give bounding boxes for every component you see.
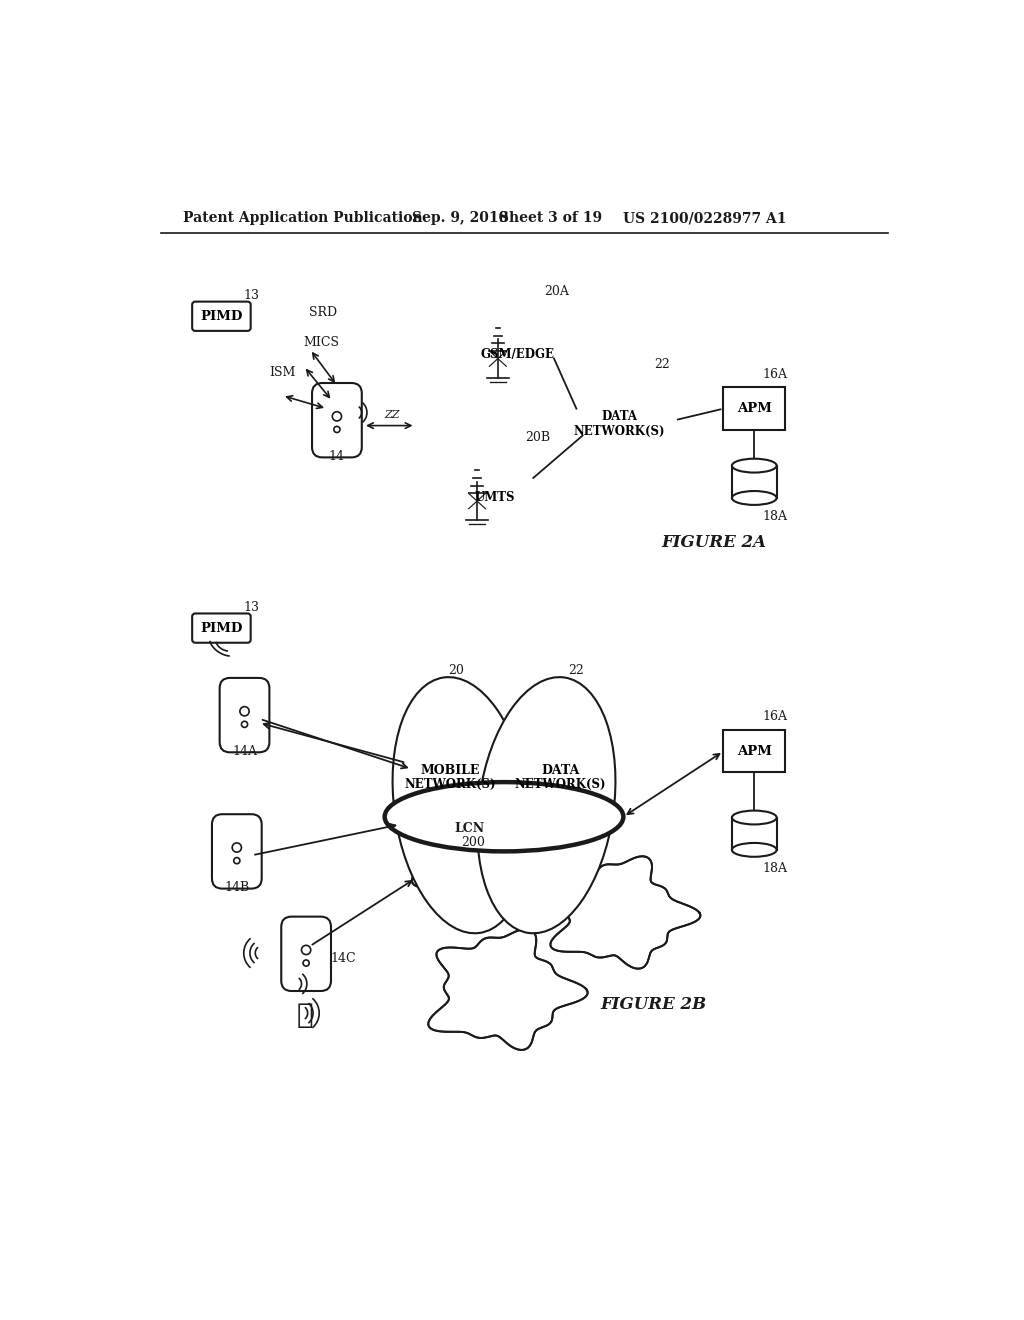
Circle shape bbox=[301, 945, 310, 954]
Text: 16A: 16A bbox=[762, 368, 787, 381]
Circle shape bbox=[233, 858, 240, 863]
Text: UMTS: UMTS bbox=[474, 491, 515, 504]
Text: 22: 22 bbox=[568, 664, 584, 677]
Text: 14C: 14C bbox=[331, 952, 356, 965]
Text: NETWORK(S): NETWORK(S) bbox=[514, 779, 606, 791]
Text: APM: APM bbox=[737, 744, 772, 758]
Text: 18A: 18A bbox=[762, 862, 787, 875]
Text: 14: 14 bbox=[329, 450, 345, 463]
FancyBboxPatch shape bbox=[724, 388, 785, 430]
Ellipse shape bbox=[732, 491, 776, 506]
Text: 20A: 20A bbox=[544, 285, 569, 298]
Bar bbox=[732, 466, 776, 498]
Circle shape bbox=[232, 843, 242, 853]
Circle shape bbox=[333, 412, 342, 421]
Text: PIMD: PIMD bbox=[201, 310, 243, 323]
Text: 18A: 18A bbox=[762, 511, 787, 523]
Bar bbox=[732, 817, 776, 850]
Ellipse shape bbox=[477, 677, 615, 933]
Text: ZZ: ZZ bbox=[385, 411, 400, 420]
Ellipse shape bbox=[732, 459, 776, 473]
Text: 20B: 20B bbox=[525, 432, 551, 444]
Text: SRD: SRD bbox=[309, 306, 337, 319]
Text: DATA: DATA bbox=[601, 409, 638, 422]
Circle shape bbox=[240, 706, 249, 715]
FancyBboxPatch shape bbox=[193, 614, 251, 643]
Text: DATA: DATA bbox=[541, 764, 580, 777]
Ellipse shape bbox=[385, 781, 624, 851]
Text: FIGURE 2A: FIGURE 2A bbox=[662, 535, 767, 552]
Text: US 2100/0228977 A1: US 2100/0228977 A1 bbox=[624, 211, 786, 226]
FancyBboxPatch shape bbox=[193, 302, 251, 331]
Circle shape bbox=[242, 721, 248, 727]
Text: Patent Application Publication: Patent Application Publication bbox=[183, 211, 423, 226]
Text: NETWORK(S): NETWORK(S) bbox=[573, 425, 666, 438]
Text: MOBILE: MOBILE bbox=[421, 764, 480, 777]
Circle shape bbox=[303, 960, 309, 966]
Text: APM: APM bbox=[737, 403, 772, 416]
Text: LCN: LCN bbox=[454, 822, 484, 836]
Ellipse shape bbox=[732, 843, 776, 857]
Text: Sep. 9, 2010: Sep. 9, 2010 bbox=[412, 211, 508, 226]
Ellipse shape bbox=[732, 810, 776, 825]
Text: 200: 200 bbox=[462, 836, 485, 849]
Text: ⋯: ⋯ bbox=[297, 1002, 313, 1030]
Circle shape bbox=[334, 426, 340, 433]
Text: Sheet 3 of 19: Sheet 3 of 19 bbox=[499, 211, 602, 226]
Text: 14A: 14A bbox=[232, 746, 257, 758]
FancyBboxPatch shape bbox=[220, 678, 269, 752]
Text: 16A: 16A bbox=[762, 710, 787, 723]
Text: NETWORK(S): NETWORK(S) bbox=[404, 779, 496, 791]
Text: 13: 13 bbox=[243, 289, 259, 302]
Text: 13: 13 bbox=[243, 601, 259, 614]
Text: MICS: MICS bbox=[303, 335, 339, 348]
Text: 22: 22 bbox=[654, 358, 670, 371]
Polygon shape bbox=[428, 929, 588, 1049]
Polygon shape bbox=[412, 788, 562, 906]
Text: ISM: ISM bbox=[269, 367, 296, 379]
FancyBboxPatch shape bbox=[724, 730, 785, 772]
FancyBboxPatch shape bbox=[212, 814, 262, 888]
Polygon shape bbox=[551, 857, 700, 969]
Ellipse shape bbox=[392, 677, 530, 933]
Text: PIMD: PIMD bbox=[201, 622, 243, 635]
FancyBboxPatch shape bbox=[282, 916, 331, 991]
Text: GSM/EDGE: GSM/EDGE bbox=[480, 348, 554, 362]
Text: FIGURE 2B: FIGURE 2B bbox=[600, 997, 707, 1014]
FancyBboxPatch shape bbox=[312, 383, 361, 458]
Text: 20: 20 bbox=[447, 664, 464, 677]
Text: 14B: 14B bbox=[224, 882, 250, 895]
